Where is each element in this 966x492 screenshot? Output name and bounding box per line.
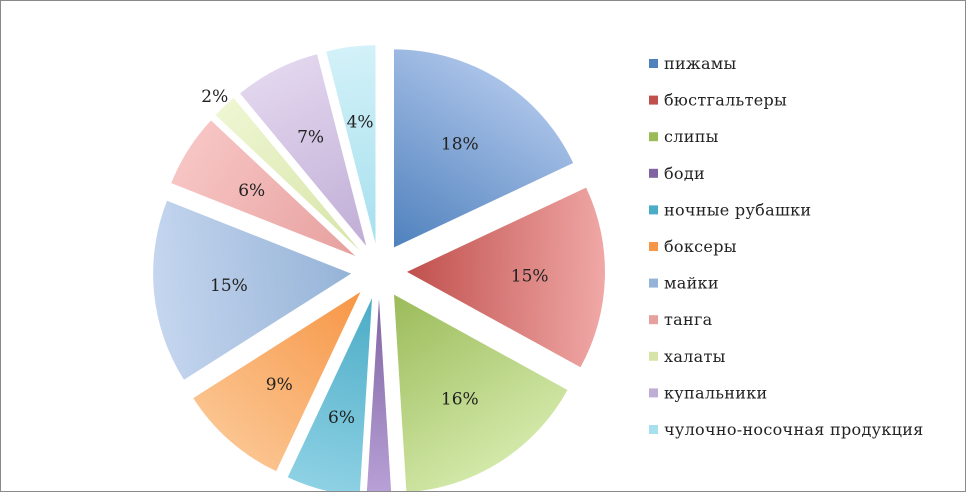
legend-swatch-10: [649, 388, 658, 398]
legend-swatch-5: [649, 205, 658, 215]
legend-swatch-1: [649, 59, 658, 68]
slice-8: [171, 120, 356, 256]
slice-7: [153, 200, 352, 380]
data-label-3: 16%: [441, 389, 479, 409]
data-label-8: 6%: [238, 181, 265, 201]
legend-label-5: ночные рубашки: [664, 200, 811, 219]
legend-label-6: боксеры: [664, 237, 737, 256]
data-label-10: 7%: [297, 128, 324, 148]
data-label-11: 4%: [347, 112, 374, 132]
legend-label-4: боди: [664, 164, 705, 183]
legend-swatch-9: [649, 351, 658, 361]
legend-label-8: танга: [664, 310, 713, 329]
slice-9: [215, 98, 360, 251]
legend: пижамы бюстгальтеры слипы боди ночные рубашк…: [649, 54, 924, 439]
data-label-7: 15%: [210, 276, 248, 296]
slice-3: [394, 294, 568, 491]
slice-1: [394, 49, 574, 248]
legend-label-1: пижамы: [664, 54, 737, 73]
legend-label-3: слипы: [664, 127, 719, 146]
data-label-1: 18%: [441, 135, 479, 155]
slice-5: [287, 298, 373, 491]
slice-6: [193, 292, 361, 472]
data-label-2: 15%: [511, 267, 549, 287]
legend-swatch-3: [649, 132, 658, 142]
legend-swatch-8: [649, 315, 658, 325]
legend-swatch-6: [649, 242, 658, 251]
data-label-6: 9%: [266, 375, 293, 395]
slice-2: [406, 187, 605, 368]
legend-swatch-11: [649, 425, 658, 434]
slice-11: [326, 45, 376, 244]
data-label-5: 6%: [328, 408, 355, 428]
legend-swatch-4: [649, 168, 658, 178]
slice-4: [366, 299, 392, 491]
legend-label-2: бюстгальтеры: [664, 91, 787, 110]
slice-10: [240, 54, 367, 247]
legend-label-7: майки: [664, 274, 719, 293]
legend-label-10: купальники: [664, 383, 767, 402]
legend-label-11: чулочно-носочная продукция: [664, 420, 924, 439]
legend-label-9: халаты: [664, 347, 726, 366]
legend-swatch-2: [649, 95, 658, 105]
data-label-9: 2%: [201, 87, 228, 107]
legend-swatch-7: [649, 278, 658, 288]
